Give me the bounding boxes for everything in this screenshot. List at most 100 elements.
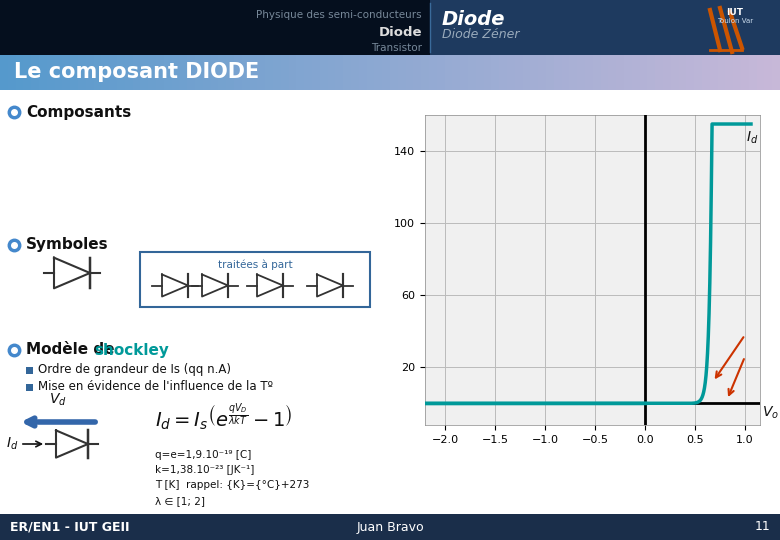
Bar xyxy=(133,55,141,90)
Bar xyxy=(265,55,274,90)
Bar xyxy=(304,55,313,90)
Text: q=e=1,9.10⁻¹⁹ [C]
k=1,38.10⁻²³ [JK⁻¹]
T [K]  rappel: {K}={°C}+273
λ ∈ [1; 2]: q=e=1,9.10⁻¹⁹ [C] k=1,38.10⁻²³ [JK⁻¹] T … xyxy=(155,450,310,505)
Bar xyxy=(445,55,453,90)
Bar xyxy=(484,55,492,90)
Bar xyxy=(242,55,250,90)
Bar xyxy=(39,55,48,90)
Bar xyxy=(211,55,219,90)
Bar xyxy=(296,55,305,90)
Bar xyxy=(62,55,71,90)
Bar xyxy=(179,55,188,90)
Bar xyxy=(460,55,469,90)
Bar xyxy=(156,55,165,90)
Bar xyxy=(250,55,258,90)
Bar xyxy=(374,55,383,90)
Text: $V_o$: $V_o$ xyxy=(762,405,779,421)
Bar xyxy=(601,55,609,90)
Bar xyxy=(523,55,531,90)
Bar xyxy=(647,55,656,90)
Bar xyxy=(757,55,765,90)
Bar xyxy=(640,55,648,90)
Text: 11: 11 xyxy=(754,521,770,534)
Bar xyxy=(476,55,484,90)
Bar xyxy=(741,55,750,90)
Bar xyxy=(507,55,516,90)
Bar xyxy=(593,55,601,90)
Bar xyxy=(686,55,695,90)
Bar xyxy=(281,55,289,90)
Bar xyxy=(195,55,204,90)
Bar xyxy=(390,55,399,90)
Bar xyxy=(31,55,40,90)
Bar xyxy=(671,55,679,90)
Text: Symboles: Symboles xyxy=(26,238,108,253)
Bar xyxy=(538,55,547,90)
Bar xyxy=(101,55,110,90)
Text: Toulon Var: Toulon Var xyxy=(717,18,753,24)
Bar xyxy=(164,55,172,90)
Bar xyxy=(335,55,344,90)
Bar xyxy=(343,55,352,90)
Bar xyxy=(351,55,360,90)
Text: $I_d$: $I_d$ xyxy=(5,436,18,452)
Bar xyxy=(86,55,94,90)
Text: ER/EN1 - IUT GEII: ER/EN1 - IUT GEII xyxy=(10,521,129,534)
Text: $I_d = I_s\left(e^{\frac{qV_D}{\lambda kT}} - 1\right)$: $I_d = I_s\left(e^{\frac{qV_D}{\lambda k… xyxy=(155,401,292,433)
Bar xyxy=(187,55,196,90)
Text: Diode: Diode xyxy=(378,26,422,39)
Bar xyxy=(437,55,445,90)
Bar xyxy=(413,55,422,90)
Bar xyxy=(616,55,625,90)
Bar xyxy=(398,55,406,90)
Bar xyxy=(569,55,578,90)
Bar xyxy=(718,55,726,90)
Bar xyxy=(430,0,780,55)
Text: traitées à part: traitées à part xyxy=(218,259,292,269)
Text: shockley: shockley xyxy=(94,342,169,357)
Bar xyxy=(694,55,703,90)
Bar xyxy=(125,55,133,90)
Bar xyxy=(234,55,243,90)
Bar xyxy=(203,55,211,90)
Bar xyxy=(491,55,500,90)
Bar xyxy=(608,55,617,90)
Bar xyxy=(562,55,570,90)
Bar xyxy=(632,55,640,90)
Bar xyxy=(226,55,235,90)
Bar xyxy=(406,55,414,90)
Bar xyxy=(55,55,63,90)
Bar xyxy=(733,55,742,90)
Bar xyxy=(257,55,266,90)
Bar xyxy=(367,55,375,90)
Bar xyxy=(452,55,461,90)
Bar xyxy=(679,55,687,90)
Bar xyxy=(109,55,118,90)
Bar xyxy=(468,55,477,90)
Text: Composants: Composants xyxy=(26,105,131,119)
Bar xyxy=(172,55,180,90)
Text: Juan Bravo: Juan Bravo xyxy=(356,521,424,534)
Text: Transistor: Transistor xyxy=(371,43,422,53)
Bar xyxy=(0,55,9,90)
Bar xyxy=(94,55,102,90)
Bar xyxy=(749,55,757,90)
Bar xyxy=(359,55,367,90)
Bar xyxy=(0,514,780,540)
Bar xyxy=(70,55,79,90)
Bar xyxy=(78,55,87,90)
Bar xyxy=(16,55,24,90)
Bar xyxy=(710,55,718,90)
Bar xyxy=(530,55,539,90)
Bar xyxy=(585,55,594,90)
FancyBboxPatch shape xyxy=(140,252,370,307)
Text: $I_d$: $I_d$ xyxy=(746,130,758,146)
Text: IUT: IUT xyxy=(726,8,743,17)
Bar xyxy=(218,55,227,90)
Bar xyxy=(47,55,55,90)
Bar xyxy=(546,55,555,90)
Bar xyxy=(663,55,672,90)
Bar xyxy=(421,55,430,90)
Bar xyxy=(328,55,336,90)
Bar xyxy=(140,55,149,90)
Text: Le composant DIODE: Le composant DIODE xyxy=(14,63,259,83)
